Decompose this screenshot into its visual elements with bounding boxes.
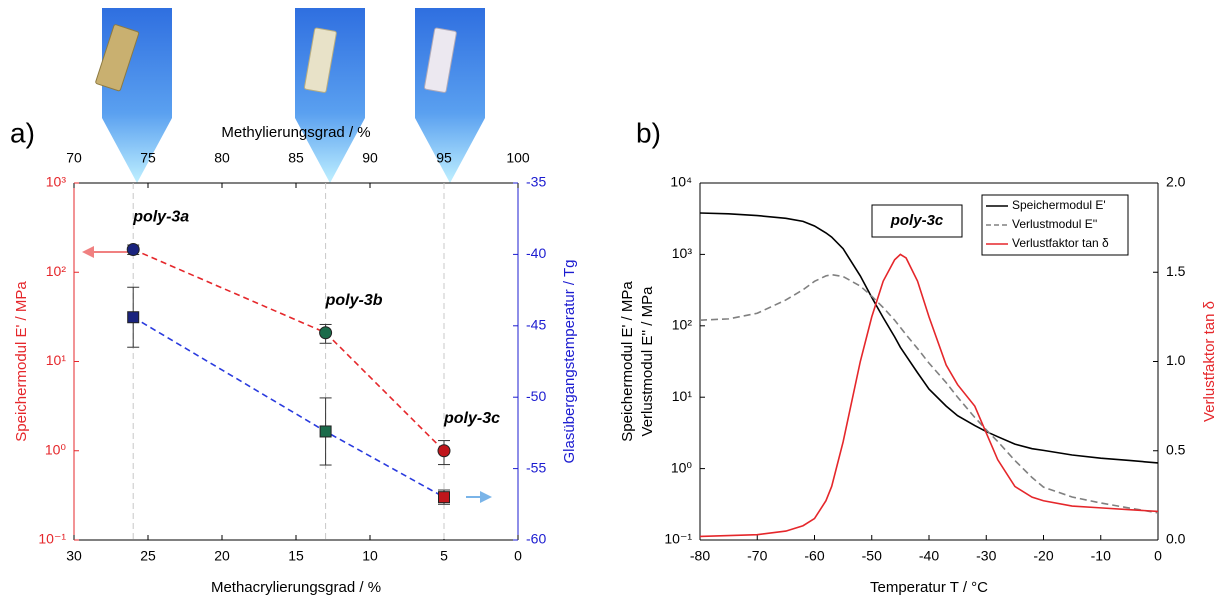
x-tick-label: -20 <box>1033 548 1053 564</box>
x2-axis-title: Methylierungsgrad / % <box>221 124 370 141</box>
marker <box>126 242 140 256</box>
legend-label: Verlustfaktor tan δ <box>1012 236 1109 250</box>
legend-label: Verlustmodul E'' <box>1012 217 1097 231</box>
y-tick-label: 10² <box>672 317 693 333</box>
x-tick-label: -10 <box>1091 548 1111 564</box>
x-tick-label: 0 <box>1154 548 1162 564</box>
panel-label: b) <box>636 117 661 148</box>
sample-photo <box>295 8 365 183</box>
axis-arrows <box>82 246 492 503</box>
marker <box>319 425 332 438</box>
x-tick-label: 15 <box>288 548 304 564</box>
legend-label: Speichermodul E' <box>1012 198 1106 212</box>
x-axis-title: Temperatur T / °C <box>870 579 988 596</box>
y-tick-label: 10³ <box>46 174 67 190</box>
x-tick-label: 25 <box>140 548 156 564</box>
marker <box>319 326 333 340</box>
x2-tick-label: 70 <box>66 150 82 166</box>
annotation: poly-3c <box>890 212 944 229</box>
y2-tick-label: 1.5 <box>1166 263 1186 279</box>
y-tick-label: 10³ <box>672 245 693 261</box>
y-tick-label: 10⁻¹ <box>664 531 692 547</box>
series-line <box>699 273 1159 514</box>
legend: Speichermodul E' Verlustmodul E'' Verlustf… <box>981 194 1129 256</box>
x-tick-label: 0 <box>514 548 522 564</box>
y2-axis-title: Glasübergangstemperatur / Tg <box>561 259 578 463</box>
y-tick-label: 10⁰ <box>671 459 693 475</box>
point-label: poly-3c <box>443 410 500 427</box>
connector-line <box>132 316 445 498</box>
y2-tick-label: -35 <box>526 174 546 190</box>
y2-tick-label: -45 <box>526 317 546 333</box>
y-tick-label: 10¹ <box>672 388 693 404</box>
x2-tick-label: 80 <box>214 150 230 166</box>
sample-photo <box>95 8 172 183</box>
marker <box>438 491 450 504</box>
x-tick-label: -50 <box>862 548 882 564</box>
x-axis-title: Methacrylierungsgrad / % <box>211 579 381 596</box>
point-label: poly-3a <box>132 209 189 226</box>
point-label: poly-3b <box>325 292 383 309</box>
x-tick-label: 5 <box>440 548 448 564</box>
y-tick-label: 10² <box>46 263 67 279</box>
connector-line <box>132 248 445 452</box>
y2-tick-label: -60 <box>526 531 546 547</box>
x2-tick-label: 90 <box>362 150 378 166</box>
x-tick-label: -30 <box>976 548 996 564</box>
annotation-box <box>871 204 963 238</box>
y-axis-title: Verlustmodul E'' / MPa <box>639 286 656 437</box>
y2-tick-label: 1.0 <box>1166 352 1186 368</box>
y-axis-title: Speichermodul E' / MPa <box>619 281 636 442</box>
x2-tick-label: 100 <box>506 150 530 166</box>
x-tick-label: -60 <box>804 548 824 564</box>
sample-photos <box>95 8 485 183</box>
y2-tick-label: 2.0 <box>1166 174 1186 190</box>
panel-label: a) <box>10 117 35 148</box>
y-axis-title: Speichermodul E' / MPa <box>13 281 30 442</box>
x2-tick-label: 95 <box>436 150 452 166</box>
x-tick-label: 10 <box>362 548 378 564</box>
sample-photo <box>415 8 485 183</box>
series-line <box>699 212 1159 464</box>
y2-tick-label: -40 <box>526 245 546 261</box>
y2-axis-title: Verlustfaktor tan δ <box>1201 301 1215 422</box>
y-tick-label: 10⁴ <box>670 174 692 190</box>
y2-tick-label: 0.5 <box>1166 441 1186 457</box>
y-tick-label: 10⁻¹ <box>38 531 66 547</box>
x-tick-label: 20 <box>214 548 230 564</box>
x-tick-label: -70 <box>747 548 767 564</box>
x2-tick-label: 85 <box>288 150 304 166</box>
y2-tick-label: -50 <box>526 388 546 404</box>
series-line <box>699 253 1159 538</box>
x-tick-label: -40 <box>919 548 939 564</box>
y-tick-label: 10⁰ <box>45 441 67 457</box>
y2-tick-label: -55 <box>526 459 546 475</box>
marker <box>127 311 140 324</box>
y2-tick-label: 0.0 <box>1166 531 1186 547</box>
x-tick-label: -80 <box>690 548 710 564</box>
y-tick-label: 10¹ <box>46 352 67 368</box>
x-tick-label: 30 <box>66 548 82 564</box>
x2-tick-label: 75 <box>140 150 156 166</box>
marker <box>437 444 451 458</box>
